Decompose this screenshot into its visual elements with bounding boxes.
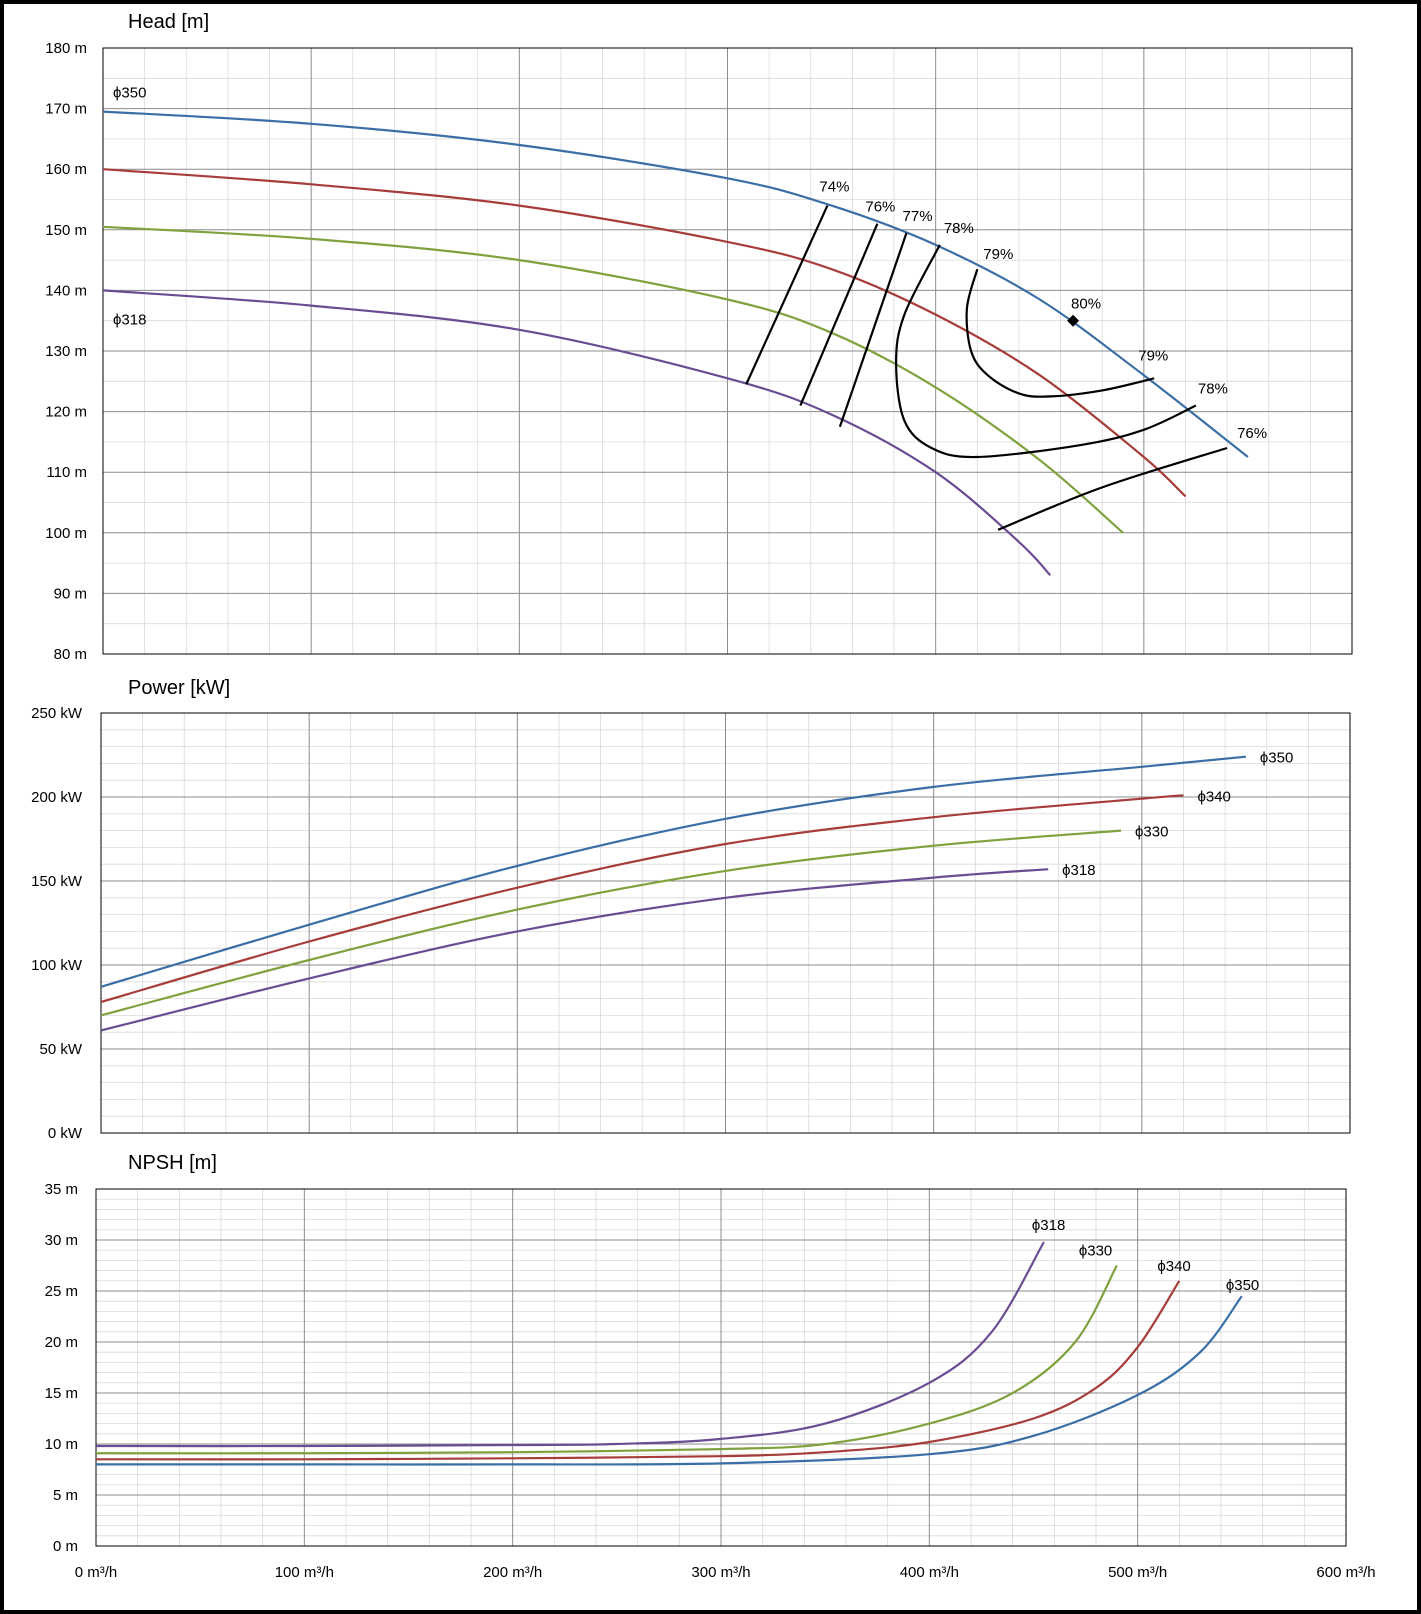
npsh-chart-title: NPSH [m]	[128, 1152, 217, 1174]
series-line	[100, 868, 1049, 1032]
y-tick-label: 140 m	[45, 282, 87, 299]
y-tick-label: 170 m	[45, 101, 87, 118]
y-tick-label: 160 m	[45, 161, 87, 178]
series-line	[100, 794, 1184, 1004]
efficiency-line	[745, 205, 829, 385]
y-tick-label: 10 m	[45, 1436, 78, 1453]
head-chart-title: Head [m]	[128, 11, 209, 33]
power-chart-title: Power [kW]	[128, 677, 230, 699]
x-tick-label: 300 m³/h	[691, 1564, 750, 1581]
series-label: ϕ340	[1157, 1258, 1190, 1275]
y-tick-label: 15 m	[45, 1385, 78, 1402]
power-chart-plot-area	[100, 712, 1351, 1134]
efficiency-line	[799, 223, 879, 406]
efficiency-line	[965, 268, 1155, 398]
series-line	[100, 755, 1247, 988]
series-line	[95, 1264, 1118, 1455]
series-label: ϕ330	[1079, 1243, 1112, 1260]
series-label: ϕ350	[113, 85, 146, 102]
series-label: ϕ318	[113, 311, 146, 328]
efficiency-label: 76%	[865, 199, 895, 216]
efficiency-label: 77%	[903, 208, 933, 225]
efficiency-line	[838, 232, 908, 428]
y-tick-label: 50 kW	[39, 1041, 82, 1058]
series-label: ϕ340	[1197, 788, 1230, 805]
npsh-chart: NPSH [m] 0 m 5 m 10 m 15 m 20 m 25 m 30 m 35 m ϕ…	[45, 1152, 1376, 1581]
efficiency-line	[997, 446, 1228, 531]
efficiency-label: 76%	[1237, 425, 1267, 442]
y-tick-label: 25 m	[45, 1283, 78, 1300]
power-chart: Power [kW] 0 kW 50 kW 100 kW 150 kW 200 kW 25…	[31, 677, 1351, 1142]
x-tick-label: 400 m³/h	[900, 1564, 959, 1581]
series-line	[102, 110, 1249, 458]
y-tick-label: 130 m	[45, 343, 87, 360]
series-label: ϕ350	[1260, 750, 1293, 767]
series-label: ϕ318	[1062, 862, 1095, 879]
power-chart-grid	[100, 712, 1351, 1134]
x-tick-label: 0 m³/h	[75, 1564, 118, 1581]
y-tick-label: 30 m	[45, 1232, 78, 1249]
npsh-chart-grid	[95, 1188, 1347, 1547]
series-line	[102, 168, 1187, 498]
series-label: ϕ350	[1226, 1277, 1259, 1294]
efficiency-label: 74%	[819, 179, 849, 196]
efficiency-label: 78%	[944, 220, 974, 237]
x-tick-label: 600 m³/h	[1316, 1564, 1375, 1581]
y-tick-label: 0 kW	[48, 1125, 83, 1142]
y-tick-label: 5 m	[53, 1487, 78, 1504]
y-tick-label: 200 kW	[31, 789, 83, 806]
y-tick-label: 80 m	[54, 646, 87, 663]
efficiency-label: 78%	[1198, 381, 1228, 398]
series-line	[100, 829, 1122, 1017]
efficiency-label: 79%	[983, 246, 1013, 263]
y-tick-label: 35 m	[45, 1181, 78, 1198]
y-tick-label: 120 m	[45, 404, 87, 421]
best-efficiency-marker	[1067, 314, 1080, 327]
y-tick-label: 180 m	[45, 40, 87, 57]
best-efficiency-label: 80%	[1071, 296, 1101, 313]
series-label: ϕ330	[1135, 824, 1168, 841]
x-tick-label: 500 m³/h	[1108, 1564, 1167, 1581]
head-chart-plot-area	[102, 47, 1353, 655]
y-tick-label: 100 kW	[31, 957, 83, 974]
x-tick-label: 200 m³/h	[483, 1564, 542, 1581]
series-line	[102, 289, 1052, 576]
series-label: ϕ318	[1032, 1217, 1065, 1234]
y-tick-label: 150 m	[45, 222, 87, 239]
series-line	[95, 1280, 1181, 1461]
y-tick-label: 0 m	[53, 1538, 78, 1555]
x-tick-label: 100 m³/h	[275, 1564, 334, 1581]
efficiency-line	[894, 244, 1197, 459]
y-tick-label: 110 m	[46, 464, 87, 481]
y-tick-label: 150 kW	[31, 873, 83, 890]
y-tick-label: 250 kW	[31, 705, 83, 722]
y-tick-label: 100 m	[45, 525, 87, 542]
y-tick-label: 20 m	[45, 1334, 78, 1351]
head-chart: Head [m] 80 m 90 m 100 m 110 m 120 m 130 m 140…	[45, 11, 1353, 663]
series-line	[95, 1241, 1045, 1448]
series-line	[96, 1295, 1243, 1466]
efficiency-label: 79%	[1138, 347, 1168, 364]
npsh-chart-plot-area	[95, 1188, 1347, 1547]
head-chart-grid	[102, 47, 1353, 655]
series-line	[102, 225, 1124, 534]
y-tick-label: 90 m	[54, 585, 87, 602]
